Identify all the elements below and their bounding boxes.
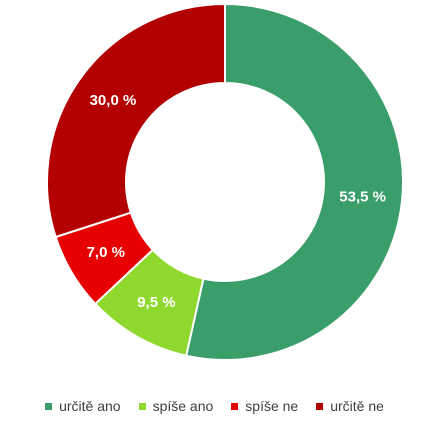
legend-item-1: spíše ano (138, 398, 214, 414)
slice-label-2: 7,0 % (87, 244, 125, 261)
legend-swatch-1 (138, 402, 146, 410)
legend-swatch-2 (231, 402, 239, 410)
legend-label-1: spíše ano (152, 398, 214, 414)
slice-3 (46, 2, 226, 239)
slice-0 (184, 2, 404, 361)
slice-label-3: 30,0 % (90, 92, 137, 109)
slice-label-0: 53,5 % (339, 189, 386, 206)
legend-swatch-3 (316, 402, 324, 410)
legend-item-2: spíše ne (231, 398, 298, 414)
legend-item-0: určitě ano (45, 398, 121, 414)
legend-label-0: určitě ano (59, 398, 121, 414)
slice-label-1: 9,5 % (137, 294, 175, 311)
legend-item-3: určitě ne (316, 398, 384, 414)
chart-legend: určitě ano spíše ano spíše ne určitě ne (0, 398, 429, 414)
legend-swatch-0 (45, 402, 53, 410)
donut-chart-svg: 53,5 % 9,5 % 7,0 % 30,0 % (46, 2, 404, 361)
legend-label-3: určitě ne (330, 398, 384, 414)
legend-label-2: spíše ne (245, 398, 299, 414)
